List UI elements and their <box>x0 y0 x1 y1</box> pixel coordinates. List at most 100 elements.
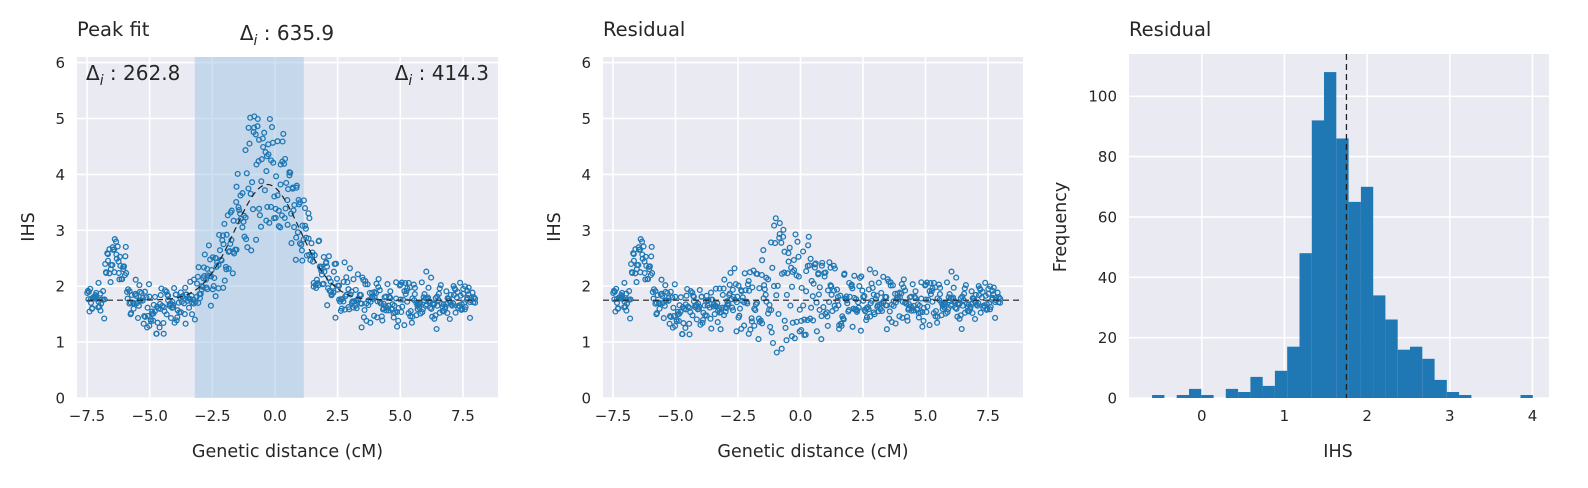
data-point <box>308 240 315 247</box>
data-point <box>726 281 733 288</box>
data-point <box>350 276 357 283</box>
data-point <box>443 288 450 295</box>
data-point <box>425 284 432 291</box>
subscript-i: i <box>100 73 104 89</box>
data-point <box>932 307 939 315</box>
data-point <box>119 276 126 283</box>
data-point <box>942 300 949 308</box>
data-point <box>622 303 629 310</box>
data-point <box>826 259 833 266</box>
data-point <box>666 320 673 327</box>
data-point <box>256 205 263 212</box>
data-point <box>245 185 252 192</box>
data-point <box>142 313 149 320</box>
data-point <box>95 279 102 286</box>
data-point <box>837 292 844 299</box>
data-point <box>934 319 941 326</box>
data-point <box>628 269 635 276</box>
data-point <box>997 295 1004 302</box>
data-point <box>689 312 696 319</box>
x-tick-label: 0 <box>1197 407 1207 425</box>
data-point <box>447 291 454 298</box>
data-point <box>611 288 618 295</box>
data-point <box>997 299 1004 306</box>
data-point <box>143 294 150 301</box>
data-point <box>809 293 816 300</box>
data-point <box>346 265 353 272</box>
data-point <box>272 214 279 221</box>
data-point <box>982 279 989 286</box>
histogram-bar <box>1434 379 1447 398</box>
data-point <box>923 279 931 286</box>
data-point <box>769 264 776 271</box>
data-point <box>861 293 868 300</box>
data-point <box>648 243 655 250</box>
data-point <box>757 317 764 324</box>
data-point <box>863 314 871 321</box>
x-axis-label: IHS <box>1323 442 1352 462</box>
data-point <box>791 335 798 342</box>
data-point <box>301 205 309 212</box>
data-point <box>271 193 278 200</box>
data-point <box>408 319 415 326</box>
data-point <box>160 319 167 327</box>
data-point <box>364 281 371 288</box>
data-point <box>967 303 974 310</box>
data-point <box>282 155 289 162</box>
data-point <box>902 287 909 294</box>
data-point <box>644 276 652 283</box>
data-point <box>615 305 622 312</box>
data-point <box>800 248 807 255</box>
annotation-left-width: Δi : 262.8 <box>86 61 180 89</box>
data-point <box>163 311 170 318</box>
data-point <box>824 322 831 329</box>
data-point <box>763 298 770 305</box>
data-point <box>923 308 930 316</box>
data-point <box>221 277 228 284</box>
data-point <box>291 224 298 231</box>
panel-title: Residual <box>1129 18 1211 41</box>
data-point <box>101 296 108 303</box>
data-point <box>341 259 348 266</box>
data-point <box>423 268 430 275</box>
data-point <box>298 241 305 248</box>
data-point <box>454 288 461 296</box>
data-point <box>745 277 752 285</box>
y-axis-label: Frequency <box>1051 182 1071 272</box>
data-point <box>87 285 94 292</box>
data-point <box>191 316 198 323</box>
data-point <box>828 291 835 298</box>
data-point <box>918 279 925 286</box>
data-point <box>462 303 469 311</box>
data-point <box>952 304 959 311</box>
data-point <box>333 275 341 282</box>
data-point <box>747 326 754 333</box>
data-point <box>828 283 835 290</box>
histogram-bar <box>1152 395 1165 398</box>
data-point <box>729 304 736 311</box>
data-point <box>376 287 383 294</box>
data-point <box>898 290 905 297</box>
data-point <box>708 325 715 332</box>
data-point <box>216 247 224 254</box>
data-point <box>807 255 814 262</box>
data-point <box>729 286 736 293</box>
data-point <box>378 313 385 320</box>
data-point <box>677 294 684 301</box>
data-point <box>812 260 819 267</box>
data-point <box>759 320 766 327</box>
data-point <box>843 293 850 300</box>
histogram-bar <box>1201 395 1214 398</box>
data-point <box>781 317 788 324</box>
data-point <box>883 293 890 301</box>
panel-title: Residual <box>603 18 685 41</box>
y-tick-label: 3 <box>55 222 65 240</box>
tick-labels: −7.5 −5.0 −2.5 0.0 2.5 5.0 7.5 0 1 2 3 4 5 6 <box>581 54 999 425</box>
data-point <box>703 312 710 319</box>
data-point <box>404 298 411 305</box>
subscript-i: i <box>408 73 412 89</box>
data-point <box>432 312 439 319</box>
data-point <box>772 240 779 247</box>
x-tick-label: −2.5 <box>194 407 230 425</box>
